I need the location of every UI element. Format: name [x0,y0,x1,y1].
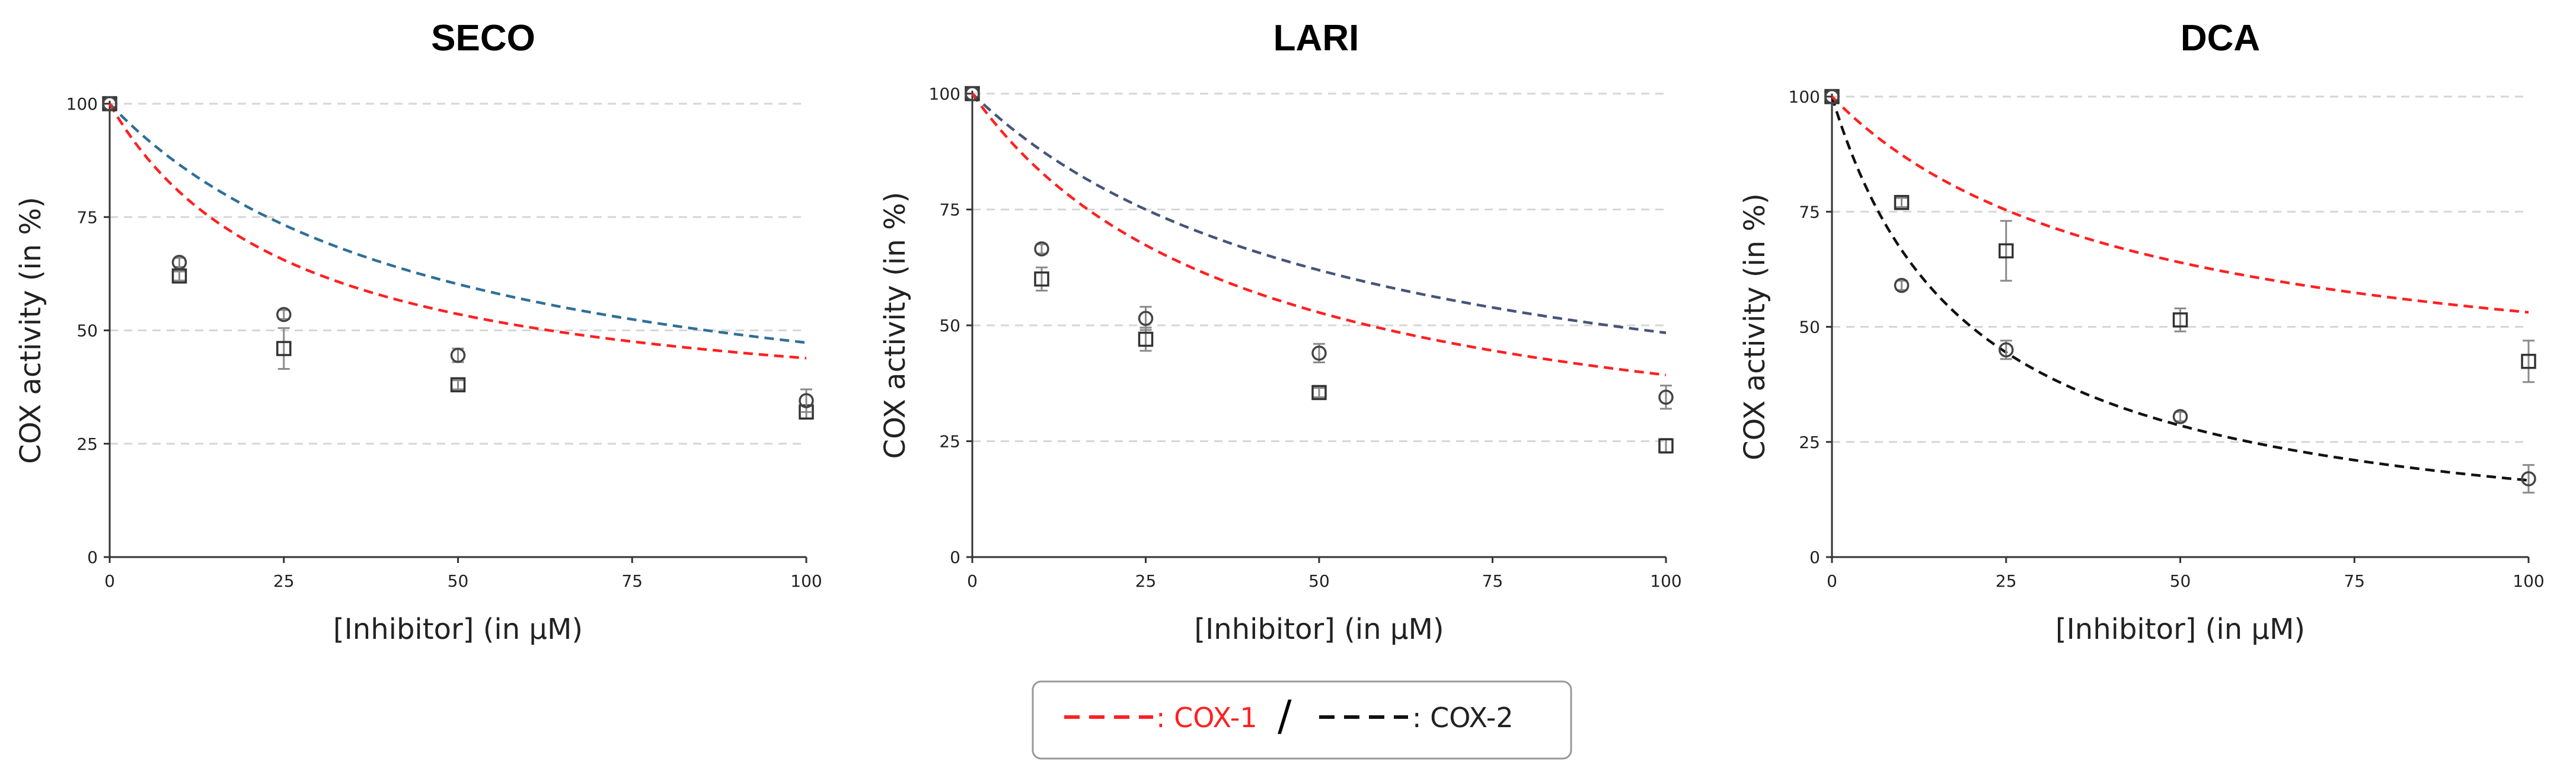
data-point-cox-1 [276,341,292,356]
data-point-cox-2 [1658,389,1674,405]
fit-curve-cox-2 [971,92,1667,334]
data-point-cox-2 [1034,241,1049,257]
y-tick-label: 75 [1799,202,1820,222]
chart-panels: SECO 0 25 50 75 100 0 25 50 75 100 [Inhibitor] (in … [14,18,2545,646]
x-tick-label: 75 [2344,571,2365,591]
y-tick-label: 0 [950,548,960,567]
legend-cox2-label: : COX-2 [1412,702,1514,734]
data-point-cox-1 [2172,312,2188,328]
y-tick-label: 100 [66,94,98,114]
data-point-cox-2 [171,255,187,270]
x-tick-label: 25 [273,571,295,591]
x-tick-label: 50 [1308,571,1330,591]
x-tick-label: 75 [1482,571,1504,591]
x-axis-label: [Inhibitor] (in µM) [1194,613,1444,646]
y-axis-label: COX activity (in %) [1738,193,1771,460]
data-point-cox-2 [2521,471,2536,487]
y-tick-label: 0 [87,548,98,567]
chart-title: LARI [1273,18,1359,59]
data-point-cox-1 [1894,194,1910,210]
data-point-cox-2 [1894,277,1910,293]
chart-panel-seco: SECO 0 25 50 75 100 0 25 50 75 100 [Inhibitor] (in … [14,18,822,646]
y-tick-label: 25 [1799,433,1820,452]
x-tick-label: 50 [2170,571,2191,591]
x-tick-label: 50 [448,571,469,591]
x-tick-label: 100 [790,571,822,591]
fit-curve-cox-2 [108,103,807,344]
data-point-cox-2 [276,306,292,322]
data-point-cox-1 [1311,385,1327,401]
fit-curve-cox-1 [1831,95,2529,314]
y-tick-label: 25 [76,434,98,454]
x-tick-label: 100 [1650,571,1681,591]
data-point-cox-2 [965,86,980,101]
fit-curve-cox-2 [1830,96,2529,482]
data-point-cox-2 [2172,409,2188,424]
y-tick-label: 0 [1809,548,1820,567]
y-tick-label: 50 [939,316,960,335]
data-point-cox-2 [450,347,466,363]
fit-curve-cox-1 [971,92,1667,377]
x-axis-label: [Inhibitor] (in µM) [2055,613,2305,646]
y-tick-label: 75 [939,200,960,220]
x-tick-label: 75 [621,571,643,591]
fit-curve-cox-1 [108,103,807,360]
data-point-cox-2 [1138,311,1154,327]
chart-title: SECO [431,18,535,59]
data-point-cox-2 [1999,342,2014,358]
data-point-cox-1 [1034,271,1049,287]
x-tick-label: 25 [1135,571,1157,591]
data-point-cox-1 [1999,243,2014,259]
data-point-cox-2 [102,96,117,111]
chart-panel-lari: LARI 0 25 50 75 100 0 25 50 75 100 [Inhibitor] (in … [879,18,1682,646]
y-tick-label: 50 [76,321,98,341]
x-tick-label: 0 [967,571,978,591]
x-tick-label: 25 [1996,571,2017,591]
data-point-cox-2 [1311,345,1327,361]
legend: : COX-1 / : COX-2 [1032,680,1572,760]
y-tick-label: 100 [1789,87,1820,107]
legend-cox1-label: : COX-1 [1156,702,1257,734]
y-tick-label: 25 [939,432,960,452]
legend-separator: / [1278,692,1292,740]
y-axis-label: COX activity (in %) [14,197,47,464]
x-tick-label: 0 [1827,571,1837,591]
legend-box [1032,680,1572,760]
data-point-cox-1 [2521,354,2536,369]
y-tick-label: 50 [1799,318,1820,337]
data-point-cox-1 [1138,331,1154,347]
x-tick-label: 100 [2513,571,2544,591]
x-tick-label: 0 [104,571,115,591]
chart-panel-dca: DCA 0 25 50 75 100 0 25 50 75 100 [Inhibitor] (in µ… [1738,18,2545,646]
data-point-cox-2 [799,393,814,408]
data-point-cox-1 [1658,438,1674,454]
data-point-cox-2 [1824,89,1840,104]
x-axis-label: [Inhibitor] (in µM) [333,613,583,646]
y-tick-label: 100 [929,84,960,104]
y-tick-label: 75 [76,207,98,227]
data-point-cox-1 [450,377,466,393]
chart-title: DCA [2181,18,2260,59]
y-axis-label: COX activity (in %) [879,192,912,459]
